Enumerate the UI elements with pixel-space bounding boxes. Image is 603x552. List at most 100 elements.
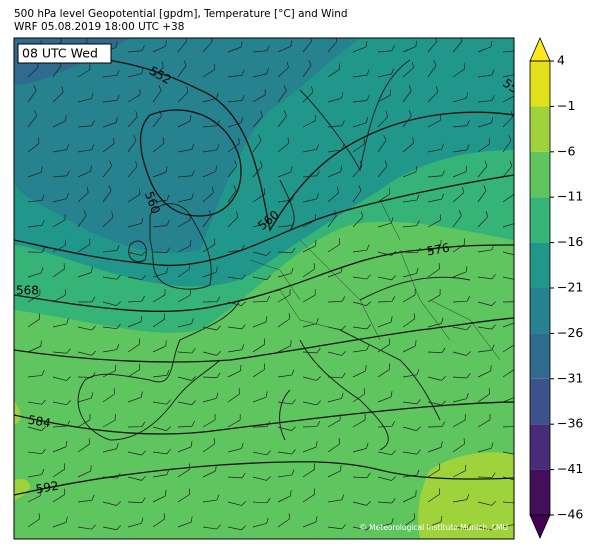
wind-barb <box>177 143 195 153</box>
wind-barb <box>52 263 65 278</box>
wind-barb <box>227 274 246 280</box>
wind-barb <box>277 137 290 153</box>
colorbar-tick-label: −26 <box>557 325 583 340</box>
wind-barb <box>27 194 45 203</box>
wind-barb <box>52 86 64 103</box>
wind-barb <box>202 38 213 53</box>
wind-barb <box>227 160 238 178</box>
wind-barb <box>452 238 466 253</box>
wind-barb <box>77 238 91 253</box>
wind-barb <box>352 274 371 280</box>
wind-barb <box>127 391 143 403</box>
wind-barb <box>352 472 371 479</box>
wind-barb <box>127 135 137 153</box>
wind-barb <box>377 217 394 228</box>
wind-barb <box>52 115 67 128</box>
wind-barb <box>502 518 514 528</box>
colorbar-extend <box>529 514 551 540</box>
wind-barb <box>77 413 91 428</box>
wind-barb <box>252 450 271 456</box>
wind-barb <box>177 376 196 381</box>
wind-barb <box>327 238 341 253</box>
wind-barb <box>452 38 463 53</box>
credit: © Meteorological Institute Munich, LMU <box>359 523 508 532</box>
wind-barb <box>477 525 496 531</box>
wind-barb <box>77 210 87 228</box>
wind-barb <box>202 296 221 303</box>
wind-barb <box>152 340 167 353</box>
wind-barb <box>377 135 387 153</box>
wind-barb <box>302 441 318 453</box>
wind-barb <box>77 165 92 178</box>
field <box>14 400 30 500</box>
wind-barb <box>227 525 246 531</box>
colorbar-band <box>530 61 550 107</box>
wind-barb <box>127 517 144 528</box>
wind-barb <box>452 438 465 453</box>
wind-barb <box>352 211 364 228</box>
colorbar-band <box>530 288 550 334</box>
wind-barb <box>127 160 138 178</box>
wind-barb <box>352 69 370 78</box>
wind-barb <box>452 187 464 203</box>
wind-barb <box>427 347 446 354</box>
wind-barb <box>202 524 221 530</box>
wind-barb <box>52 318 69 328</box>
wind-barb <box>477 40 493 53</box>
colorbar-tick-label: −41 <box>557 461 583 476</box>
wind-barb <box>377 89 391 103</box>
wind-barb <box>227 116 243 128</box>
wind-barb <box>177 60 187 78</box>
wind-barb <box>302 263 315 278</box>
wind-barb <box>477 138 490 153</box>
wind-barb <box>127 450 146 456</box>
wind-barb <box>177 239 192 253</box>
wind-barb <box>102 414 116 428</box>
wind-barb <box>502 450 514 456</box>
wind-barb <box>127 217 144 228</box>
wind-barb <box>27 468 45 478</box>
wind-barb <box>452 351 471 356</box>
wind-barb <box>227 41 243 53</box>
wind-barb <box>427 60 437 78</box>
wind-barb <box>277 166 293 178</box>
wind-barb <box>252 338 266 353</box>
wind-barb <box>352 41 368 53</box>
wind-barb <box>77 524 96 530</box>
wind-barb <box>277 490 292 503</box>
wind-barb <box>202 165 217 178</box>
wind-barb <box>302 317 319 328</box>
wind-barb <box>252 45 270 53</box>
wind-barb <box>477 185 487 203</box>
wind-barb <box>102 244 120 253</box>
wind-barb <box>202 372 221 379</box>
wind-barb <box>377 188 390 203</box>
wind-barb <box>277 110 287 128</box>
wind-barb <box>127 88 141 103</box>
wind-barb <box>502 160 513 178</box>
wind-barb <box>252 497 271 504</box>
wind-barb <box>402 137 415 153</box>
wind-barb <box>102 343 120 353</box>
wind-barb <box>427 263 440 278</box>
contour-label: 576 <box>426 241 451 259</box>
wind-barb <box>502 275 514 281</box>
colorbar-tick-label: −36 <box>557 416 583 431</box>
wind-barb <box>302 193 319 203</box>
colorbar-tick-label: 4 <box>557 53 565 68</box>
wind-barb <box>477 211 489 228</box>
wind-barb <box>127 275 146 281</box>
wind-barb <box>302 376 321 381</box>
wind-barb <box>27 267 44 278</box>
wind-barb <box>352 525 371 531</box>
wind-barb <box>327 438 340 453</box>
wind-barb <box>252 476 271 481</box>
wind-barb <box>502 89 514 103</box>
wind-barb <box>302 488 316 503</box>
wind-barb <box>302 114 317 128</box>
wind-barb <box>477 160 488 178</box>
map-frame <box>13 37 515 540</box>
wind-barb <box>427 463 441 478</box>
wind-barb <box>127 45 145 53</box>
wind-barb <box>452 464 467 478</box>
